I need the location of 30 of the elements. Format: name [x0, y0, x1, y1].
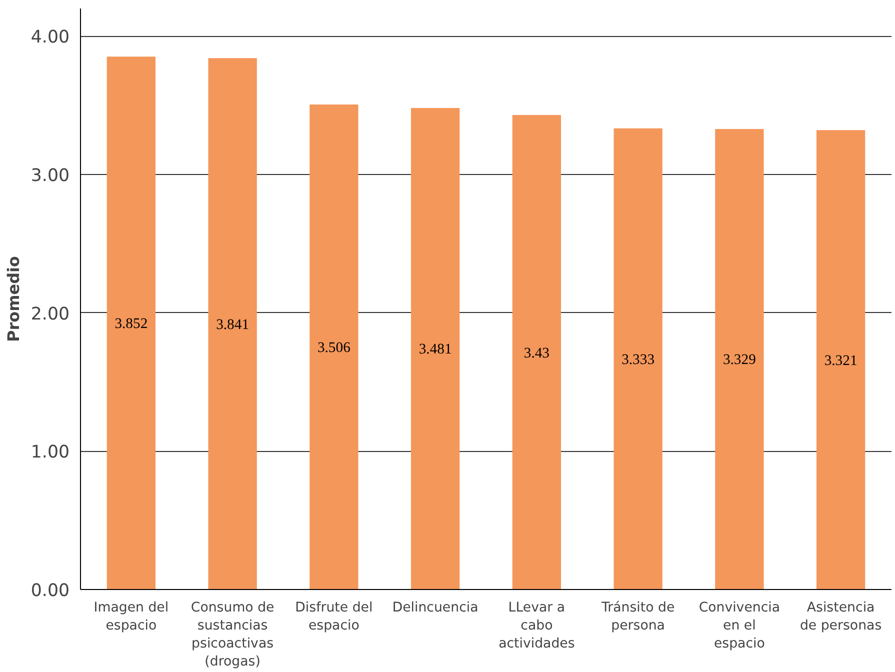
- y-axis-title: Promedio: [4, 256, 23, 342]
- bar: [410, 108, 460, 590]
- data-label: 3.506: [317, 340, 350, 356]
- bar: [208, 58, 257, 590]
- bar: [614, 128, 662, 590]
- y-tick-label: 2.00: [30, 304, 70, 324]
- bar: [512, 115, 562, 590]
- y-tick-label: 3.00: [30, 166, 70, 186]
- data-label: 3.841: [216, 316, 250, 333]
- bar: [715, 128, 764, 590]
- x-tick-label: LLevar a cabo actividades: [498, 600, 575, 652]
- x-tick-label: Convivencia en el espacio: [698, 600, 780, 652]
- data-label: 3.852: [114, 316, 148, 332]
- x-tick-label: Asistencia de personas: [800, 600, 882, 634]
- data-label: 3.329: [722, 352, 756, 368]
- x-tick-label: Consumo de sustancias psicoactivas (drogas): [190, 600, 274, 670]
- data-label: 3.481: [418, 342, 452, 358]
- x-tick-label: Disfrute del espacio: [295, 600, 373, 634]
- data-label: 3.43: [524, 345, 550, 362]
- y-tick-label: 4.00: [30, 28, 70, 48]
- x-tick-label: Tránsito de persona: [600, 600, 675, 634]
- data-label: 3.333: [622, 352, 655, 368]
- x-tick-label: Imagen del espacio: [94, 600, 169, 634]
- y-tick-label: 0.00: [30, 581, 70, 601]
- bar: [106, 56, 156, 590]
- bar: [816, 130, 866, 590]
- bar: [310, 104, 358, 590]
- x-tick-label: Delincuencia: [392, 600, 478, 616]
- y-tick-label: 1.00: [30, 442, 70, 463]
- data-label: 3.321: [824, 352, 858, 369]
